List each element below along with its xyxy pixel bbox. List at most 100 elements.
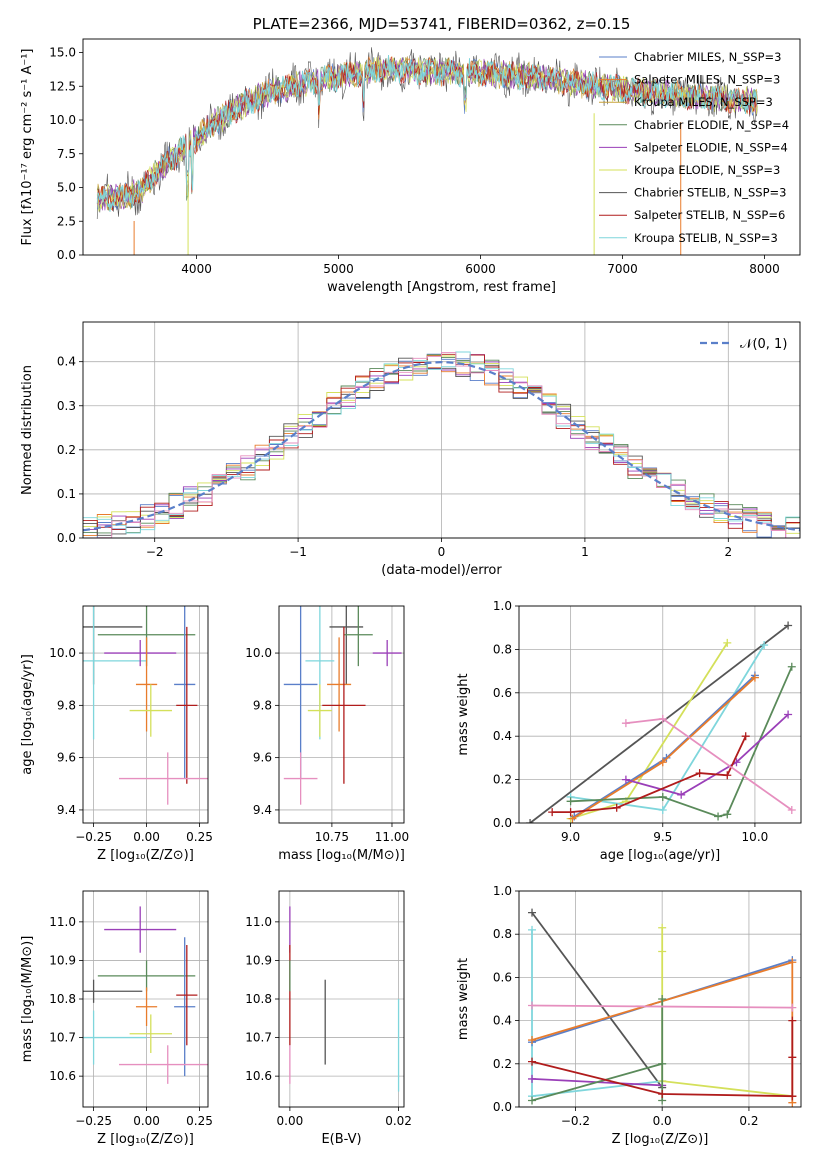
x-tick-label: 4000	[181, 262, 212, 276]
y-tick-label: 5.0	[57, 181, 76, 195]
y-tick-label: 10.9	[245, 953, 272, 967]
error-bar-point	[119, 752, 208, 805]
weight-marker	[714, 812, 723, 821]
weight-marker	[723, 810, 732, 819]
weight-marker	[788, 1003, 797, 1012]
weight-marker	[528, 1057, 537, 1066]
weight-marker	[784, 710, 793, 719]
weight-line	[625, 717, 793, 811]
legend-entry: Salpeter STELIB, N_SSP=6	[634, 208, 785, 222]
x-tick-label: 9.5	[653, 830, 672, 844]
weight-marker	[677, 790, 686, 799]
weight-line	[531, 999, 664, 1102]
y-tick-label: 9.6	[253, 751, 272, 765]
spectrum-line	[96, 54, 758, 212]
y-tick-label: 10.7	[245, 1031, 272, 1045]
y-tick-label: 15.0	[49, 46, 76, 60]
y-tick-label: 0.8	[493, 927, 512, 941]
weight-marker	[741, 732, 750, 741]
weight-marker	[548, 808, 557, 817]
weight-marker	[658, 923, 667, 932]
plot-frame	[82, 890, 209, 1108]
weight-line	[570, 642, 729, 820]
error-bar-point	[174, 937, 196, 1077]
spectrum-line	[96, 57, 758, 211]
marks	[83, 906, 208, 1084]
weight-marker	[723, 638, 732, 647]
y-tick-label: 0.4	[493, 1014, 512, 1028]
axes-residuals: −2 −1 0 1 2 0.0 0.1 0.2 0.3 0.4 (data-model)/error…	[20, 321, 801, 578]
y-tick-label: 11.0	[245, 915, 272, 929]
y-axis-label: Normed distribution	[20, 365, 35, 495]
weight-marker	[787, 805, 796, 814]
weight-marker	[658, 792, 667, 801]
weight-line	[570, 644, 765, 811]
legend: Chabrier MILES, N_SSP=3 Salpeter MILES, N…	[599, 50, 789, 245]
y-tick-label: 10.7	[49, 1031, 76, 1045]
y-tick-label: 10.6	[245, 1069, 272, 1083]
marks	[526, 621, 796, 823]
weight-marker	[658, 947, 667, 956]
weight-line	[531, 929, 663, 1098]
weight-marker	[695, 769, 704, 778]
x-tick-label: 6000	[465, 262, 496, 276]
error-bar-point	[329, 606, 364, 685]
legend-entry: Kroupa STELIB, N_SSP=3	[634, 231, 778, 245]
legend-entry: Salpeter MILES, N_SSP=3	[634, 73, 780, 87]
x-axis-label: Z [log₁₀(Z/Z⊙)]	[97, 1132, 194, 1147]
x-tick-label: 0.0	[653, 1114, 672, 1128]
weight-marker	[784, 621, 793, 630]
weight-line	[531, 1004, 793, 1009]
y-tick-label: 10.9	[49, 953, 76, 967]
error-bar-point	[104, 639, 177, 667]
y-tick-label: 1.0	[493, 884, 512, 898]
y-tick-label: 10.0	[49, 646, 76, 660]
weight-line	[573, 674, 756, 818]
error-bar-point	[176, 945, 198, 1046]
chart-title: PLATE=2366, MJD=53741, FIBERID=0362, z=0…	[253, 15, 631, 33]
x-tick-label: 10.75	[315, 830, 349, 844]
y-axis-label: Flux [fλ10⁻¹⁷ erg cm⁻² s⁻¹ A⁻¹]	[20, 49, 35, 246]
y-tick-label: 0.0	[57, 248, 76, 262]
error-bar-point	[83, 1010, 147, 1065]
weight-line	[531, 1020, 794, 1098]
x-tick-label: 2	[724, 545, 732, 559]
x-tick-label: −2	[146, 545, 164, 559]
legend-entry: Chabrier ELODIE, N_SSP=4	[634, 118, 789, 132]
legend-entry: Chabrier STELIB, N_SSP=3	[634, 186, 786, 200]
weight-line	[661, 927, 793, 1098]
axes-spectrum: 4000 5000 6000 7000 8000 0.0 2.5 5.0 7.5 10.0 12.5…	[20, 15, 801, 295]
weight-marker	[723, 771, 732, 780]
plot-frame	[82, 605, 209, 824]
x-tick-label: 9.0	[561, 830, 580, 844]
legend-entry: Kroupa ELODIE, N_SSP=3	[634, 163, 780, 177]
y-tick-label: 1.0	[493, 599, 512, 613]
x-tick-label: 0.02	[385, 1114, 412, 1128]
weight-marker	[788, 1053, 797, 1062]
y-tick-label: 0.1	[57, 487, 76, 501]
error-bar-point	[174, 606, 196, 779]
error-bar-point	[307, 684, 332, 737]
y-axis-label: mass [log₁₀(M/M⊙)]	[20, 936, 35, 1063]
spectrum-line	[96, 56, 758, 212]
plot-frame	[82, 38, 801, 256]
histogram-step	[83, 351, 800, 534]
marks	[83, 606, 208, 805]
weight-marker	[528, 1001, 537, 1010]
x-tick-label: 0.25	[186, 830, 213, 844]
y-tick-label: 0.2	[493, 773, 512, 787]
x-tick-label: 0.25	[186, 1114, 213, 1128]
legend-entry: Salpeter ELODIE, N_SSP=4	[634, 140, 788, 154]
weight-marker	[528, 1096, 537, 1105]
weight-line	[531, 912, 663, 1089]
error-bar-point	[327, 637, 352, 732]
x-axis-label: Z [log₁₀(Z/Z⊙)]	[612, 1132, 709, 1147]
y-tick-label: 11.0	[49, 915, 76, 929]
x-axis-label: E(B-V)	[321, 1132, 361, 1147]
y-axis-label: mass weight	[456, 673, 471, 755]
weight-marker	[528, 1036, 537, 1045]
x-tick-label: −0.25	[75, 830, 112, 844]
marks	[283, 606, 402, 805]
y-axis-label: age [log₁₀(age/yr)]	[20, 654, 35, 775]
error-bar-point	[129, 1014, 172, 1053]
